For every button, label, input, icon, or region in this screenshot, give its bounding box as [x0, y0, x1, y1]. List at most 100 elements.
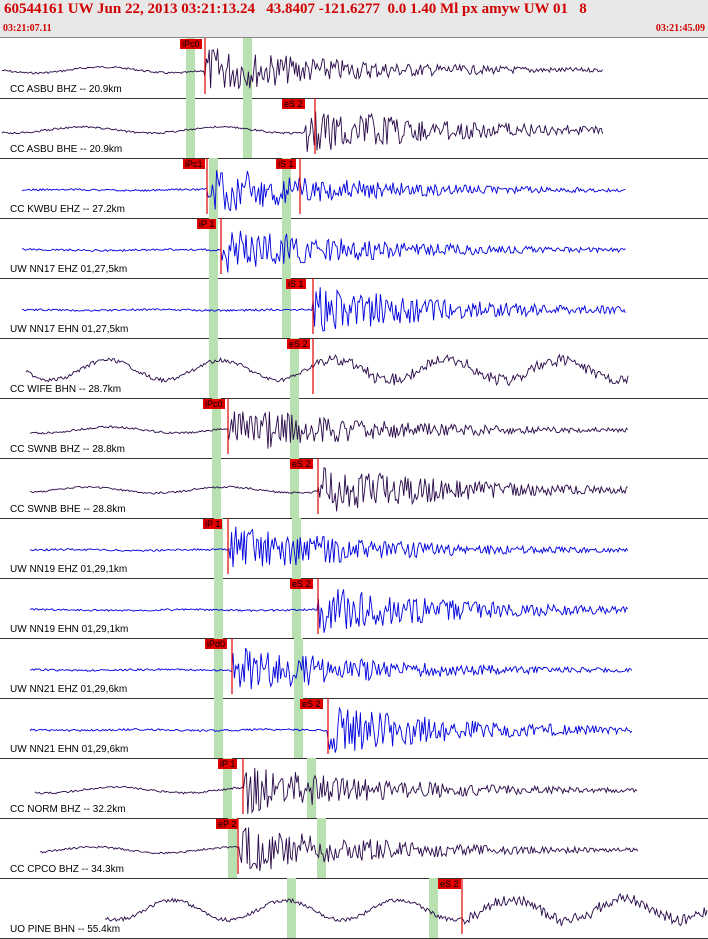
- arrival-band: [212, 398, 221, 458]
- waveform-line: [29, 706, 633, 753]
- waveform-plot: [1, 38, 603, 98]
- pick-label[interactable]: iPc1: [183, 159, 205, 169]
- arrival-band: [228, 818, 237, 878]
- station-label: UW NN19 EHN 01,29,1km: [10, 624, 129, 635]
- pick-label[interactable]: iPd0: [205, 639, 228, 649]
- arrival-band: [214, 698, 223, 758]
- arrival-band: [290, 338, 299, 398]
- trace-panel[interactable]: eS 2 CC WIFE BHN -- 28.7km: [0, 338, 708, 399]
- arrival-band: [214, 578, 223, 638]
- waveform-plot: [104, 878, 708, 938]
- arrival-band: [186, 38, 195, 98]
- waveform-plot: [21, 278, 626, 338]
- arrival-band: [209, 278, 218, 338]
- pick-label[interactable]: eS 2: [300, 699, 323, 709]
- end-time: 03:21:45.09: [655, 23, 705, 34]
- trace-panel[interactable]: eS 2 UW NN19 EHN 01,29,1km: [0, 578, 708, 639]
- waveform-line: [29, 411, 629, 449]
- station-label: CC NORM BHZ -- 32.2km: [10, 804, 126, 815]
- waveform-plot: [29, 698, 633, 758]
- waveform-line: [29, 648, 633, 690]
- waveform-line: [25, 353, 629, 387]
- pick-label[interactable]: iP 1: [197, 219, 217, 229]
- station-label: UW NN21 EHZ 01,29,6km: [10, 684, 128, 695]
- trace-panel[interactable]: eS 2 UO PINE BHN -- 55.4km: [0, 878, 708, 939]
- waveform-plot: [30, 458, 628, 518]
- event-header: 60544161 UW Jun 22, 2013 03:21:13.24 43.…: [0, 0, 708, 38]
- pick-label[interactable]: iPc0: [203, 399, 225, 409]
- trace-panel[interactable]: iPc1 iS 1 CC KWBU EHZ -- 27.2km: [0, 158, 708, 219]
- arrival-band: [209, 218, 218, 278]
- arrival-band: [282, 278, 291, 338]
- pick-label[interactable]: eS 2: [290, 459, 313, 469]
- arrival-band: [243, 98, 252, 158]
- arrival-band: [292, 578, 301, 638]
- waveform-plot: [29, 638, 633, 698]
- arrival-band: [209, 338, 218, 398]
- waveform-plot: [21, 158, 626, 218]
- arrival-band: [243, 38, 252, 98]
- pick-label[interactable]: iPc0: [180, 39, 202, 49]
- arrival-band: [214, 518, 223, 578]
- pick-label[interactable]: iP 1: [203, 519, 223, 529]
- station-label: UO PINE BHN -- 55.4km: [10, 924, 121, 935]
- pick-label[interactable]: eS 2: [438, 879, 461, 889]
- waveform-line: [21, 287, 626, 332]
- station-label: UW NN17 EHZ 01,27,5km: [10, 264, 128, 275]
- waveform-line: [1, 48, 603, 89]
- trace-panel[interactable]: eS 2 CC ASBU BHE -- 20.9km: [0, 98, 708, 159]
- station-label: CC SWNB BHE -- 28.8km: [10, 504, 126, 515]
- waveform-plot: [29, 578, 629, 638]
- trace-panel[interactable]: eS 2 UW NN21 EHN 01,29,6km: [0, 698, 708, 759]
- arrival-band: [307, 758, 316, 818]
- trace-panel[interactable]: eS 2 CC SWNB BHE -- 28.8km: [0, 458, 708, 519]
- trace-panel[interactable]: iP 1 CC NORM BHZ -- 32.2km: [0, 758, 708, 819]
- pick-label[interactable]: eS 2: [282, 99, 305, 109]
- arrival-band: [212, 458, 221, 518]
- waveform-line: [29, 589, 629, 633]
- waveform-line: [21, 230, 626, 273]
- waveform-line: [39, 827, 639, 872]
- event-title: 60544161 UW Jun 22, 2013 03:21:13.24 43.…: [4, 1, 587, 17]
- trace-panel[interactable]: iPd0 UW NN21 EHZ 01,29,6km: [0, 638, 708, 699]
- waveform-plot: [1, 98, 604, 158]
- waveform-plot: [21, 218, 626, 278]
- trace-panel[interactable]: iP 1 UW NN17 EHZ 01,27,5km: [0, 218, 708, 279]
- trace-panel[interactable]: eP 2 CC CPCO BHZ -- 34.3km: [0, 818, 708, 879]
- waveform-line: [29, 526, 629, 568]
- waveform-line: [104, 892, 708, 927]
- trace-panel[interactable]: iPc0 CC ASBU BHZ -- 20.9km: [0, 38, 708, 99]
- arrival-band: [282, 218, 291, 278]
- waveform-plot: [29, 518, 629, 578]
- waveform-line: [21, 170, 626, 212]
- arrival-band: [294, 698, 303, 758]
- station-label: UW NN21 EHN 01,29,6km: [10, 744, 129, 755]
- waveform-plot: [34, 758, 638, 818]
- pick-label[interactable]: eS 2: [290, 579, 313, 589]
- arrival-band: [287, 878, 296, 938]
- seismogram-stack[interactable]: iPc0 CC ASBU BHZ -- 20.9km eS 2 CC ASBU BHE…: [0, 38, 708, 939]
- waveform-line: [1, 111, 604, 152]
- station-label: CC WIFE BHN -- 28.7km: [10, 384, 122, 395]
- trace-panel[interactable]: iPc0 CC SWNB BHZ -- 28.8km: [0, 398, 708, 459]
- arrival-band: [209, 158, 218, 218]
- arrival-band: [317, 818, 326, 878]
- station-label: CC KWBU EHZ -- 27.2km: [10, 204, 126, 215]
- arrival-band: [290, 458, 299, 518]
- arrival-band: [294, 638, 303, 698]
- trace-panel[interactable]: iS 1 UW NN17 EHN 01,27,5km: [0, 278, 708, 339]
- station-label: UW NN19 EHZ 01,29,1km: [10, 564, 128, 575]
- pick-label[interactable]: iS 1: [286, 279, 306, 289]
- station-label: CC ASBU BHE -- 20.9km: [10, 144, 123, 155]
- arrival-band: [214, 638, 223, 698]
- arrival-band: [223, 758, 232, 818]
- waveform-line: [34, 767, 638, 814]
- station-label: CC ASBU BHZ -- 20.9km: [10, 84, 122, 95]
- pick-label[interactable]: iP 1: [218, 759, 238, 769]
- pick-label[interactable]: eS 2: [287, 339, 310, 349]
- trace-panel[interactable]: iP 1 UW NN19 EHZ 01,29,1km: [0, 518, 708, 579]
- station-label: CC CPCO BHZ -- 34.3km: [10, 864, 124, 875]
- pick-label[interactable]: eP 2: [216, 819, 239, 829]
- arrival-band: [282, 158, 291, 218]
- pick-label[interactable]: iS 1: [276, 159, 296, 169]
